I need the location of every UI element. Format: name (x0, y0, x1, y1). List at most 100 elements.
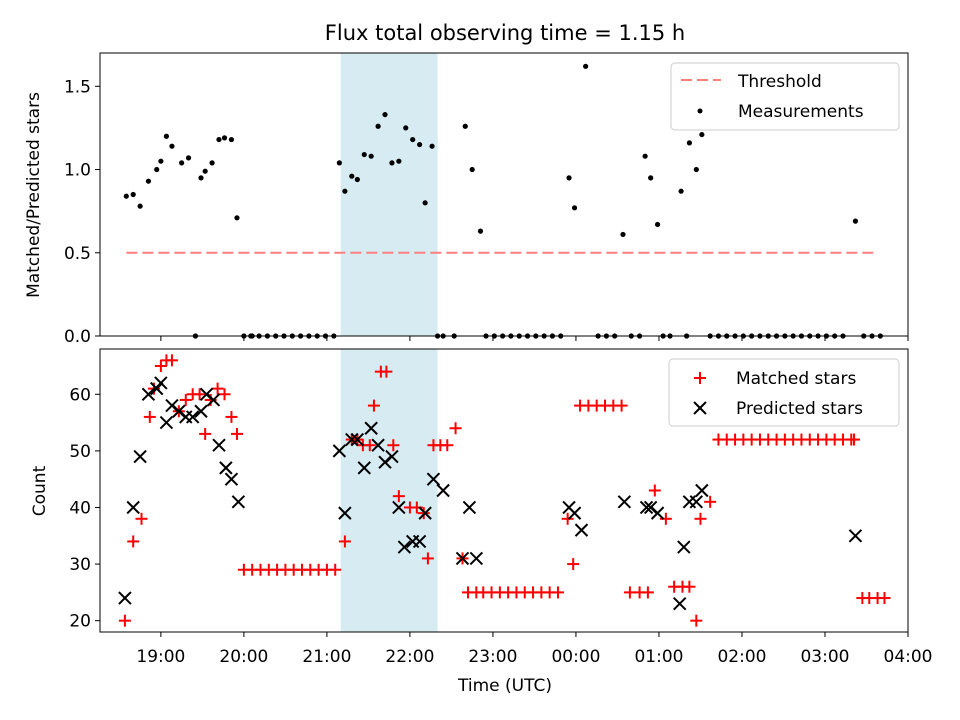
bottom-y-axis-label: Count (30, 465, 50, 516)
predicted-star-point (118, 591, 132, 605)
legend-matched-label: Matched stars (736, 369, 856, 389)
matched-star-point (567, 558, 580, 571)
predicted-star-point (392, 500, 406, 515)
matched-star-point (179, 393, 192, 406)
top-axes-frame (99, 52, 909, 337)
predicted-star-point (418, 506, 432, 520)
predicted-star-point (133, 449, 147, 464)
x-tick-label: 03:00 (800, 647, 849, 667)
matched-star-point (154, 359, 167, 372)
x-tick-label: 01:00 (634, 647, 683, 667)
predicted-star-point (179, 410, 193, 424)
measurement-point (654, 221, 661, 228)
measurement-point (620, 231, 626, 238)
measurement-point (209, 160, 215, 166)
measurement-point (130, 191, 136, 198)
matched-star-point (118, 614, 131, 627)
measurement-point (396, 158, 402, 164)
bottom-y-tick-label: 60 (69, 385, 91, 405)
measurement-point (336, 160, 342, 166)
measurement-point (216, 136, 222, 143)
predicted-star-point (426, 472, 441, 486)
matched-star-point (690, 614, 703, 627)
matched-star-point (143, 410, 156, 423)
measurement-point (382, 111, 388, 118)
measurement-point (123, 193, 129, 199)
measurement-point (852, 218, 859, 224)
matched-star-point (329, 563, 342, 576)
matched-star-point (338, 535, 351, 548)
matched-star-point (380, 365, 393, 378)
measurement-point (354, 176, 360, 183)
predicted-star-point (350, 432, 365, 447)
matched-star-point (551, 586, 564, 599)
measurement-point (642, 153, 648, 159)
measurement-point (462, 123, 468, 129)
predicted-star-point (219, 461, 233, 475)
predicted-star-point (212, 438, 226, 452)
measurement-point (389, 160, 395, 166)
predicted-star-point (224, 472, 239, 486)
measurement-point (417, 141, 423, 148)
predicted-star-point (673, 596, 687, 611)
matched-star-point (878, 592, 891, 605)
x-tick-label: 22:00 (385, 647, 434, 667)
measurement-point (571, 205, 578, 211)
legend-measurements-swatch (697, 108, 703, 114)
measurement-point (342, 188, 348, 194)
legend-matched-swatch (694, 372, 706, 384)
measurement-point (422, 200, 428, 206)
top-y-tick-label: 0.5 (64, 244, 91, 264)
x-tick-label: 21:00 (302, 647, 351, 667)
predicted-star-point (154, 376, 168, 390)
top-y-axis-label: Matched/Predicted stars (24, 92, 44, 298)
matched-star-point (421, 552, 434, 565)
predicted-star-point (385, 449, 399, 464)
top-y-tick-label: 1.0 (64, 161, 91, 181)
predicted-star-point (682, 495, 697, 509)
x-tick-label: 02:00 (717, 647, 766, 667)
matched-star-point (363, 439, 376, 452)
predicted-star-point (397, 540, 412, 554)
measurement-point (198, 175, 204, 181)
top-y-tick-label: 1.5 (64, 77, 91, 97)
measurement-point (154, 166, 160, 173)
predicted-star-point (371, 438, 385, 452)
x-tick-label: 04:00 (884, 647, 933, 667)
measurement-point (429, 143, 435, 149)
legend-measurements-label: Measurements (738, 102, 864, 122)
measurement-point (693, 166, 699, 173)
measurement-point (158, 158, 164, 164)
measurement-point (202, 168, 208, 174)
measurement-point (221, 135, 228, 141)
predicted-star-point (150, 381, 164, 396)
measurement-point (469, 166, 475, 173)
measurement-point (566, 175, 572, 181)
matched-star-point (561, 512, 574, 525)
measurement-point (368, 153, 374, 159)
predicted-star-point (455, 551, 470, 566)
measurement-point (375, 123, 381, 129)
predicted-star-point (574, 523, 589, 537)
bottom-panel: 20 30 40 50 60 19:00 20:00 21:00 22:00 23:00 00:0… (30, 348, 933, 696)
measurement-point (145, 178, 152, 184)
predicted-star-point (412, 534, 427, 549)
predicted-star-point (185, 410, 200, 424)
matched-star-point (199, 427, 212, 440)
bottom-y-tick-label: 30 (69, 555, 91, 575)
predicted-star-point (848, 529, 863, 543)
matched-star-point (615, 399, 628, 412)
predicted-star-point (364, 421, 378, 435)
measurement-point (137, 203, 143, 209)
predicted-star-point (677, 540, 691, 554)
matched-star-point (127, 535, 140, 548)
predicted-star-point (650, 506, 665, 520)
predicted-star-point (639, 500, 654, 515)
measurement-point (678, 188, 684, 194)
matched-star-point (392, 490, 405, 503)
matched-star-point (641, 586, 654, 599)
matched-star-point (648, 484, 661, 497)
predicted-star-point (469, 551, 484, 566)
bottom-legend-box (668, 358, 900, 427)
measurement-point (648, 175, 654, 181)
